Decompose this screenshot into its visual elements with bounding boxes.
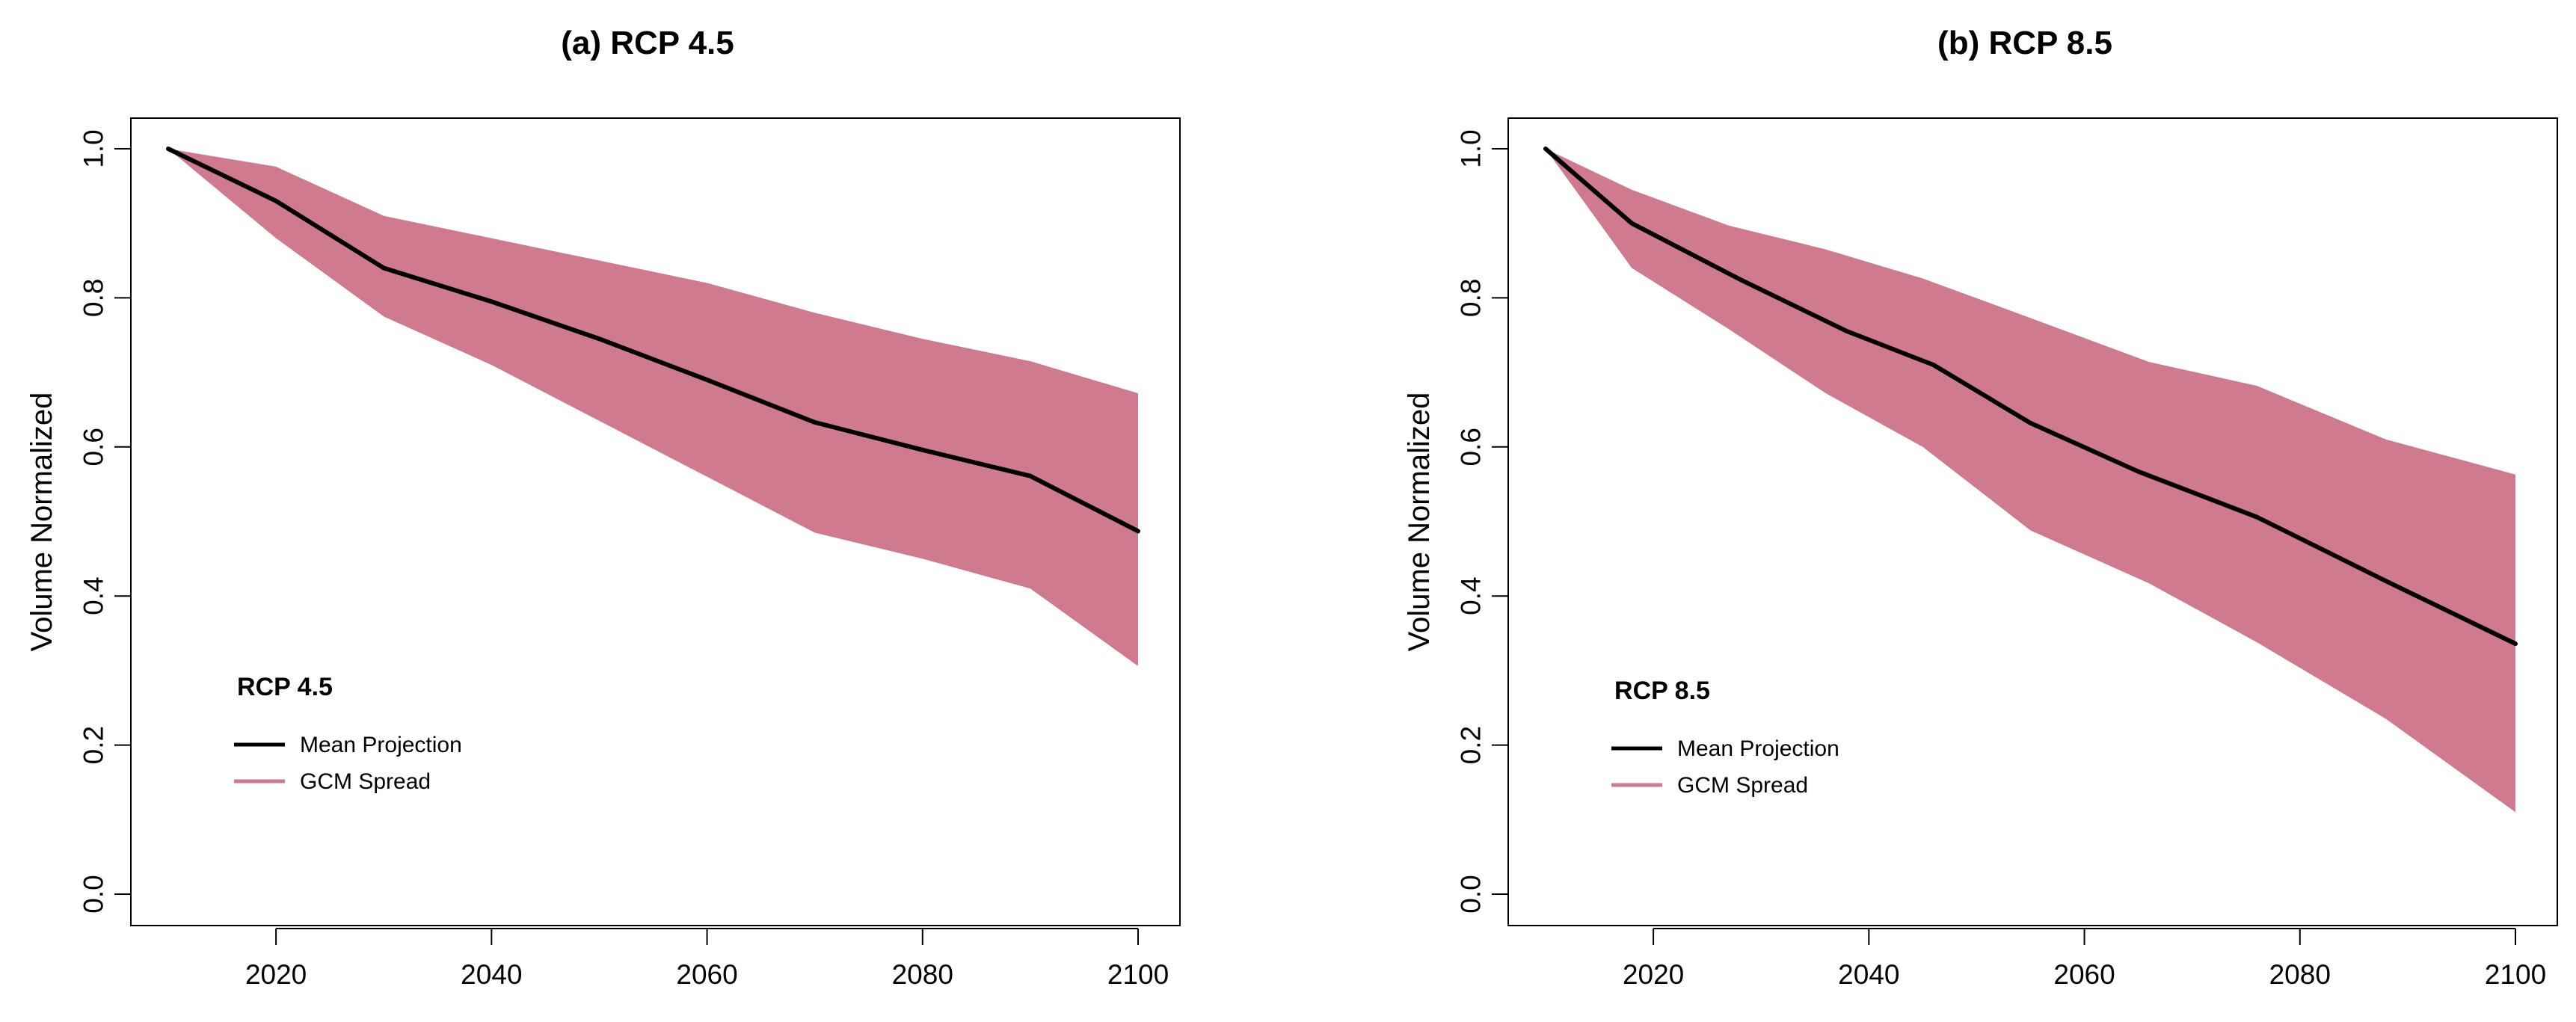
y-axis-label: Volume Normalized bbox=[25, 393, 58, 652]
legend-label-spread: GCM Spread bbox=[1677, 773, 1808, 798]
x-tick-label: 2060 bbox=[2053, 959, 2115, 990]
legend-label-spread: GCM Spread bbox=[300, 769, 431, 794]
y-tick-label: 0.6 bbox=[79, 428, 109, 466]
x-axis: 2020 2040 2060 2080 2100 bbox=[245, 928, 1169, 990]
legend-title: RCP 8.5 bbox=[1614, 677, 1710, 705]
panel-rcp85: (b) RCP 8.5 2020 2040 2060 2080 2100 0.0 0.2 0.4… bbox=[1403, 25, 2558, 990]
legend: RCP 4.5 Mean Projection GCM Spread bbox=[234, 673, 462, 794]
mean-projection-line bbox=[1543, 147, 2518, 647]
legend-label-mean: Mean Projection bbox=[300, 733, 462, 757]
x-tick-label: 2080 bbox=[2269, 959, 2331, 990]
x-tick-label: 2060 bbox=[676, 959, 737, 990]
x-tick-label: 2080 bbox=[892, 959, 953, 990]
y-tick-label: 0.2 bbox=[1456, 726, 1487, 764]
y-tick-label: 0.8 bbox=[1456, 279, 1487, 317]
y-tick-label: 0.0 bbox=[79, 875, 109, 913]
y-tick-label: 1.0 bbox=[1456, 129, 1487, 167]
x-tick-label: 2100 bbox=[1107, 959, 1169, 990]
x-axis: 2020 2040 2060 2080 2100 bbox=[1623, 928, 2546, 990]
y-tick-label: 0.2 bbox=[79, 726, 109, 764]
x-tick-label: 2020 bbox=[1623, 959, 1684, 990]
gcm-spread-band bbox=[1546, 149, 2515, 813]
x-tick-label: 2100 bbox=[2485, 959, 2546, 990]
chart-title: (b) RCP 8.5 bbox=[1937, 25, 2112, 61]
x-tick-label: 2040 bbox=[1838, 959, 1899, 990]
chart-title: (a) RCP 4.5 bbox=[561, 25, 734, 61]
y-axis-label: Volume Normalized bbox=[1403, 393, 1436, 652]
x-tick-label: 2020 bbox=[245, 959, 307, 990]
y-tick-label: 0.8 bbox=[79, 279, 109, 317]
y-axis: 0.0 0.2 0.4 0.6 0.8 1.0 bbox=[79, 129, 132, 914]
y-tick-label: 0.0 bbox=[1456, 875, 1487, 913]
legend-label-mean: Mean Projection bbox=[1677, 736, 1839, 761]
panel-rcp45: (a) RCP 4.5 2020 2040 2060 2080 2100 0.0 0.2 0.4… bbox=[25, 25, 1181, 990]
y-tick-label: 0.4 bbox=[79, 576, 109, 615]
y-axis: 0.0 0.2 0.4 0.6 0.8 1.0 bbox=[1456, 129, 1509, 914]
y-tick-label: 0.4 bbox=[1456, 576, 1487, 615]
y-tick-label: 1.0 bbox=[79, 129, 109, 167]
legend: RCP 8.5 Mean Projection GCM Spread bbox=[1611, 677, 1839, 798]
legend-title: RCP 4.5 bbox=[237, 673, 333, 701]
y-tick-label: 0.6 bbox=[1456, 428, 1487, 466]
mean-projection-line bbox=[166, 147, 1140, 534]
x-tick-label: 2040 bbox=[461, 959, 522, 990]
